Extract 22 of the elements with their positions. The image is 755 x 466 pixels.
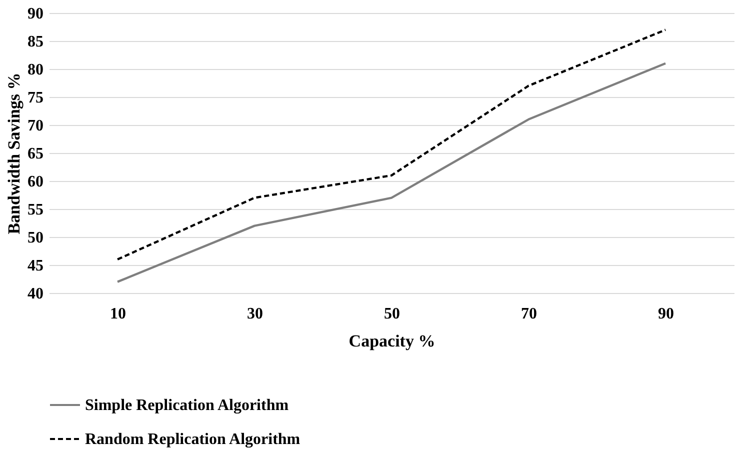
y-tick-label: 45 (28, 258, 44, 274)
y-tick-label: 75 (28, 90, 44, 106)
line-series (116, 62, 667, 283)
y-tick-label: 55 (28, 202, 44, 218)
y-tick-label: 50 (28, 230, 44, 246)
line-series (116, 28, 667, 260)
y-tick-label: 90 (28, 6, 44, 22)
x-tick-label: 70 (521, 306, 537, 322)
y-tick-label: 40 (28, 286, 44, 302)
y-tick-label: 60 (28, 174, 44, 190)
y-axis-title: Bandwidth Savings % (4, 72, 24, 234)
x-tick-label: 10 (110, 306, 126, 322)
y-tick-label: 85 (28, 34, 44, 50)
x-tick-label: 90 (658, 306, 674, 322)
y-tick-label: 70 (28, 118, 44, 134)
x-tick-label: 30 (247, 306, 263, 322)
x-axis-title: Capacity % (348, 332, 436, 350)
legend-label: Random Replication Algorithm (85, 431, 301, 448)
y-tick-label: 65 (28, 146, 44, 162)
y-tick-label: 80 (28, 62, 44, 78)
x-tick-label: 50 (384, 306, 400, 322)
legend-label: Simple Replication Algorithm (85, 397, 290, 414)
